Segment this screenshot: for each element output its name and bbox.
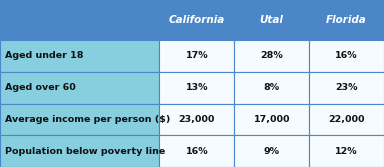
Text: 9%: 9% [264, 147, 280, 156]
Bar [0, 40, 159, 72]
Text: 16%: 16% [185, 147, 208, 156]
Text: 8%: 8% [264, 83, 280, 92]
Text: Aged under 18: Aged under 18 [5, 51, 83, 60]
Bar [159, 135, 234, 167]
Bar [159, 40, 234, 72]
Bar [159, 104, 234, 135]
Bar [0, 0, 159, 40]
Bar [234, 104, 309, 135]
Text: Aged over 60: Aged over 60 [5, 83, 76, 92]
Bar [309, 0, 384, 40]
Text: 12%: 12% [335, 147, 358, 156]
Text: Population below poverty line: Population below poverty line [5, 147, 165, 156]
Bar [309, 104, 384, 135]
Bar [0, 72, 159, 104]
Bar [159, 0, 234, 40]
Bar [234, 0, 309, 40]
Text: Average income per person ($): Average income per person ($) [5, 115, 170, 124]
Bar [0, 135, 159, 167]
Bar [234, 40, 309, 72]
Text: Florida: Florida [326, 15, 367, 25]
Text: California: California [169, 15, 225, 25]
Text: 17%: 17% [185, 51, 208, 60]
Bar [234, 135, 309, 167]
Bar [309, 40, 384, 72]
Bar [309, 72, 384, 104]
Bar [234, 72, 309, 104]
Text: 28%: 28% [260, 51, 283, 60]
Bar [159, 72, 234, 104]
Text: Utal: Utal [260, 15, 284, 25]
Text: 22,000: 22,000 [328, 115, 365, 124]
Text: 23,000: 23,000 [179, 115, 215, 124]
Text: 17,000: 17,000 [253, 115, 290, 124]
Text: 23%: 23% [335, 83, 358, 92]
Text: 13%: 13% [185, 83, 208, 92]
Bar [309, 135, 384, 167]
Text: 16%: 16% [335, 51, 358, 60]
Bar [0, 104, 159, 135]
